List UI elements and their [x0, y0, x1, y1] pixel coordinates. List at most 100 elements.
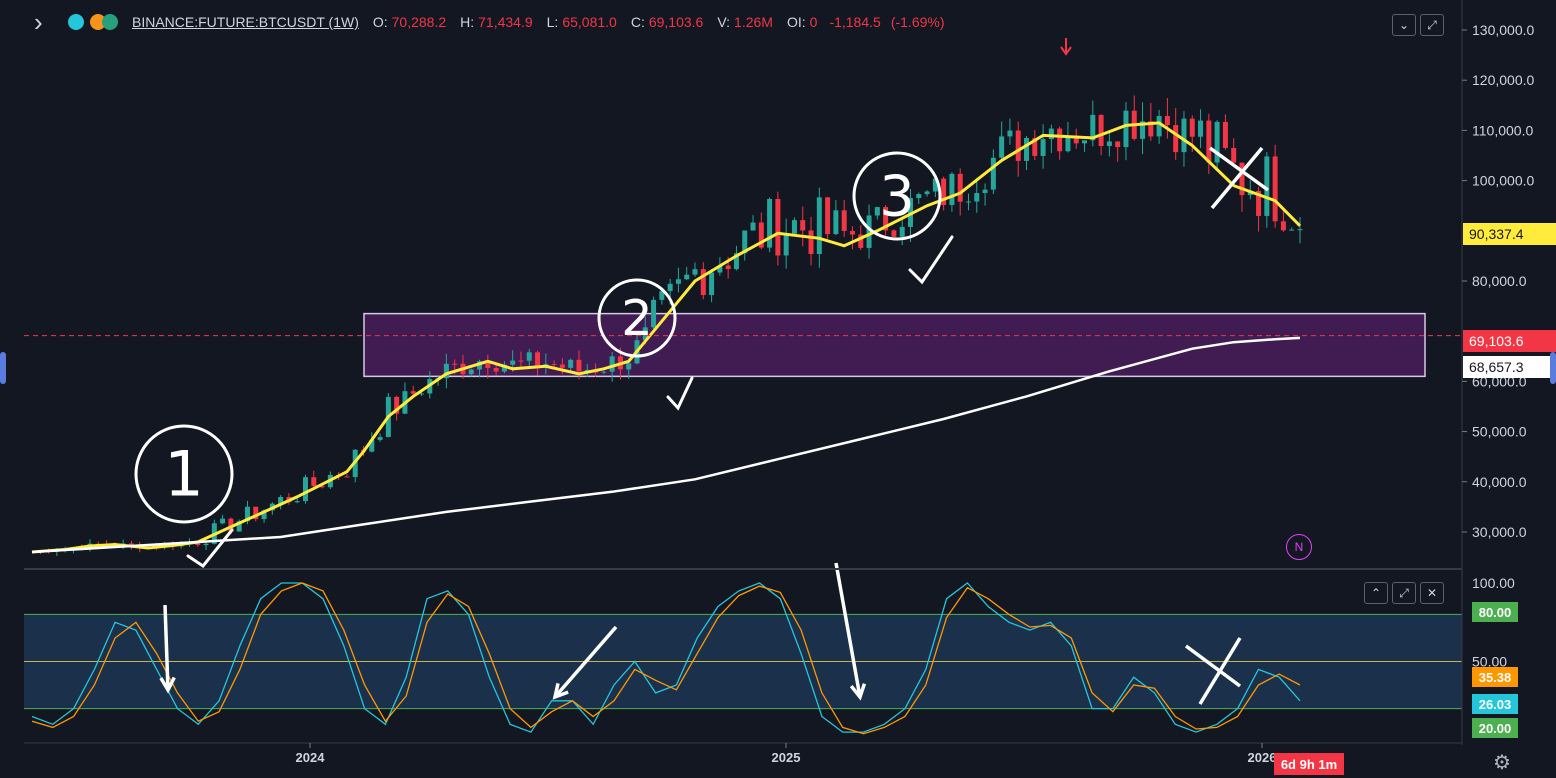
candle-body	[1024, 138, 1030, 161]
stoch-d-tag: 35.38	[1472, 667, 1518, 687]
candle-body	[1189, 118, 1195, 137]
candle-body	[576, 359, 582, 372]
ema-slow-price-tag: 68,657.3	[1463, 356, 1556, 378]
legend-bar: › BINANCE:FUTURE:BTCUSDT (1W) O: 70,288.…	[0, 0, 1460, 44]
candle-body	[551, 364, 557, 366]
candle-body	[916, 194, 922, 198]
candle-body	[1181, 118, 1187, 153]
ema-fast-path	[31, 121, 1302, 554]
left-scroll-handle[interactable]	[0, 352, 6, 384]
arrow-head-icon	[159, 676, 176, 694]
candle-body	[932, 178, 938, 192]
candle-body	[957, 173, 963, 202]
arrow-head-icon	[552, 682, 569, 700]
candle-body	[709, 272, 715, 296]
candle-body	[195, 542, 201, 546]
news-marker-icon[interactable]: N	[1286, 534, 1312, 560]
y-tick-label: 40,000.0	[1472, 474, 1527, 490]
candle-body	[410, 391, 416, 394]
ma-slow-path	[31, 336, 1301, 554]
candle-body	[244, 506, 250, 522]
arrow-head-icon	[849, 683, 867, 701]
arrow-annotation	[163, 604, 170, 691]
candle-body	[128, 543, 134, 545]
pane-maximize-button[interactable]: ⤢	[1392, 582, 1416, 604]
candle-body	[791, 220, 797, 234]
candle-body	[1057, 128, 1063, 152]
candle-body	[377, 437, 383, 440]
arrow-annotation	[553, 625, 618, 699]
candle-body	[825, 197, 831, 235]
high-value: 71,434.9	[478, 14, 533, 30]
candle-body	[924, 191, 930, 195]
candle-body	[849, 230, 855, 235]
oi-label: OI:	[786, 14, 806, 30]
symbol-label[interactable]: BINANCE:FUTURE:BTCUSDT (1W)	[132, 14, 359, 30]
x-tick-label: 2024	[296, 750, 326, 765]
right-scroll-handle[interactable]	[1550, 352, 1556, 384]
candle-body	[1123, 110, 1129, 148]
collapse-button[interactable]: ⌄	[1392, 14, 1416, 36]
candle-body	[319, 486, 325, 488]
candle-body	[742, 230, 748, 254]
stoch-tick-label: 50.00	[1472, 654, 1507, 670]
ema-fast-line	[31, 121, 1302, 554]
candle-body	[949, 173, 955, 205]
y-tick-label: 100,000.0	[1472, 173, 1534, 189]
candle-body	[1156, 115, 1162, 137]
candle-body	[1007, 130, 1013, 137]
candle-body	[493, 367, 499, 372]
candle-body	[369, 439, 375, 452]
gear-icon[interactable]: ⚙	[1493, 751, 1511, 774]
candle-body	[999, 136, 1005, 158]
candle-body	[452, 363, 458, 365]
candle-body	[651, 299, 657, 328]
candle-body	[816, 197, 822, 255]
candle-body	[642, 327, 648, 341]
candle-body	[659, 291, 665, 300]
annotation-number: 3	[879, 164, 915, 229]
cross-mark	[1198, 637, 1242, 705]
candle-body	[568, 359, 574, 368]
candle-body	[1073, 136, 1079, 144]
y-tick-label: 110,000.0	[1472, 122, 1533, 138]
maximize-button[interactable]: ⤢	[1420, 14, 1444, 36]
pane-close-button[interactable]: ✕	[1420, 582, 1444, 604]
candle-body	[1048, 128, 1054, 140]
candle-body	[1214, 121, 1220, 163]
candle-body	[891, 230, 897, 237]
pane-up-button[interactable]: ⌃	[1364, 582, 1388, 604]
candle-body	[1239, 162, 1245, 196]
candle-body	[990, 157, 996, 190]
axes: 30,000.040,000.050,000.060,000.080,000.0…	[24, 0, 1534, 765]
candle-body	[1264, 156, 1270, 216]
candle-body	[1140, 121, 1146, 139]
check-mark	[908, 235, 954, 285]
candle-body	[261, 510, 267, 520]
candle-body	[667, 283, 673, 292]
x-tick-label: 2025	[772, 750, 801, 765]
cross-mark	[1184, 644, 1242, 688]
y-tick-label: 50,000.0	[1472, 424, 1527, 440]
candle-body	[609, 356, 615, 372]
close-label: C:	[630, 14, 645, 30]
cross-mark	[1208, 146, 1270, 192]
candle-body	[253, 506, 259, 520]
bar-countdown: 6d 9h 1m	[1274, 753, 1344, 775]
candle-body	[965, 201, 971, 203]
candle-body	[1106, 141, 1112, 147]
candle-body	[1206, 120, 1212, 163]
candle-body	[733, 253, 739, 270]
volume-value: 1.26M	[734, 14, 773, 30]
chevron-right-icon[interactable]: ›	[34, 7, 43, 37]
candle-body	[808, 230, 814, 255]
candle-body	[601, 371, 607, 373]
candle-body	[1280, 221, 1286, 231]
candle-body	[841, 210, 847, 231]
candle-body	[518, 360, 524, 362]
candle-body	[1082, 140, 1088, 144]
candle-body	[236, 521, 242, 532]
candle-body	[700, 269, 706, 296]
candle-body	[394, 396, 400, 414]
